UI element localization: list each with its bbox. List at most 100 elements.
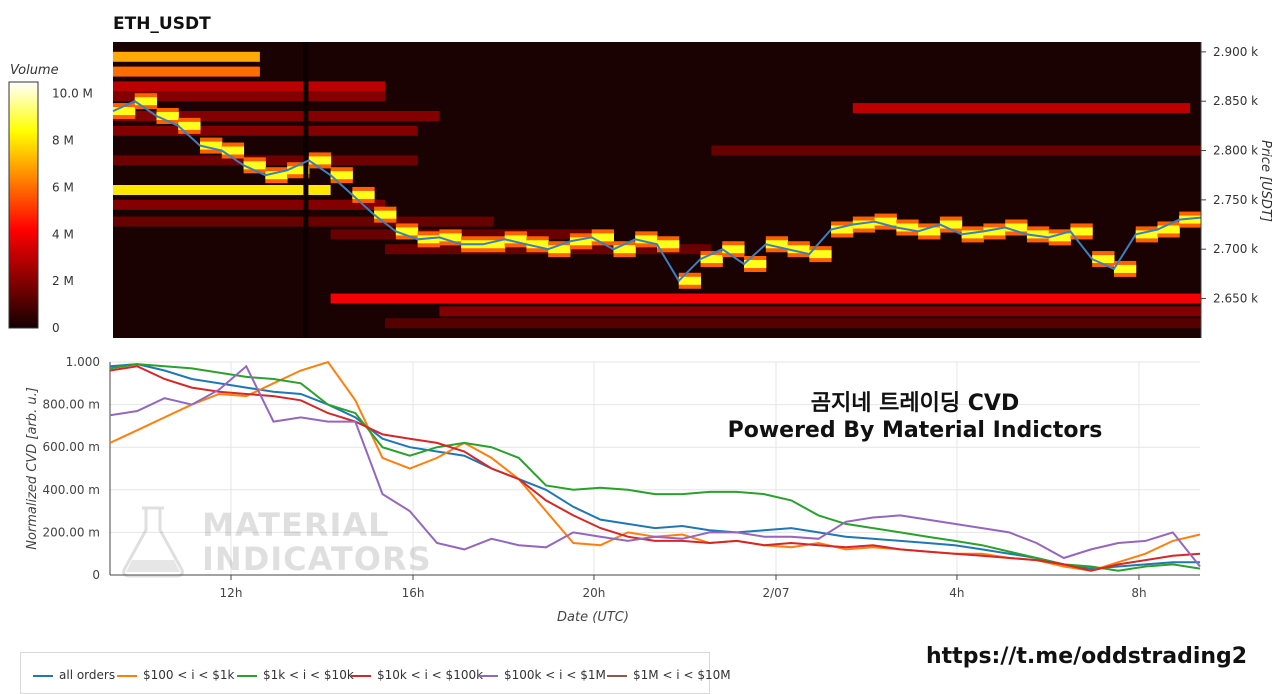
price-volume-core[interactable] bbox=[265, 171, 288, 180]
price-volume-core[interactable] bbox=[113, 107, 136, 116]
price-volume-core[interactable] bbox=[831, 225, 854, 234]
volume-band[interactable] bbox=[852, 103, 1191, 114]
y-tick-label: 200.00 m bbox=[43, 525, 101, 539]
price-volume-core[interactable] bbox=[1135, 230, 1158, 239]
price-volume-core[interactable] bbox=[526, 240, 549, 249]
price-volume-core[interactable] bbox=[374, 210, 397, 219]
colorbar-tick-label: 2 M bbox=[52, 274, 74, 288]
cvd-plot-area bbox=[110, 362, 1200, 575]
price-volume-core[interactable] bbox=[395, 227, 419, 236]
volume-band[interactable] bbox=[385, 318, 1201, 329]
volume-band[interactable] bbox=[330, 229, 603, 240]
x-tick-label: 12h bbox=[220, 586, 243, 600]
price-volume-core[interactable] bbox=[591, 233, 614, 242]
telegram-link[interactable]: https://t.me/oddstrading2 bbox=[926, 644, 1248, 669]
price-volume-core[interactable] bbox=[918, 227, 941, 236]
volume-band[interactable] bbox=[711, 145, 1201, 156]
y-tick-label: 400.00 m bbox=[43, 483, 101, 497]
volume-band[interactable] bbox=[113, 199, 385, 210]
price-volume-core[interactable] bbox=[939, 220, 963, 229]
price-volume-core[interactable] bbox=[700, 255, 723, 264]
price-tick-label: 2.850 k bbox=[1213, 94, 1258, 108]
legend-swatch bbox=[33, 674, 53, 677]
cvd-line-chart[interactable]: 0 200.00 m 400.00 m 600.00 m 800.00 m 1.000 12… bbox=[0, 0, 1280, 640]
series-line[interactable] bbox=[109, 363, 1201, 572]
legend-swatch bbox=[478, 674, 498, 677]
price-volume-core[interactable] bbox=[1092, 255, 1115, 264]
price-volume-core[interactable] bbox=[569, 237, 593, 246]
x-tick-label: 4h bbox=[949, 586, 964, 600]
price-volume-core[interactable] bbox=[1179, 215, 1202, 224]
price-volume-core[interactable] bbox=[178, 121, 201, 130]
volume-band[interactable] bbox=[113, 111, 440, 121]
price-volume-core[interactable] bbox=[787, 245, 810, 254]
legend-item[interactable]: $10k < i < $100k bbox=[351, 668, 483, 682]
price-tick-label: 2.750 k bbox=[1213, 193, 1258, 207]
colorbar-tick-label: 4 M bbox=[52, 227, 74, 241]
series-line[interactable] bbox=[109, 363, 1200, 570]
price-volume-core[interactable] bbox=[961, 230, 984, 239]
price-volume-core[interactable] bbox=[1026, 230, 1050, 239]
legend-swatch bbox=[237, 674, 257, 677]
legend-item[interactable]: $1M < i < $10M bbox=[607, 668, 731, 682]
legend-item[interactable]: $100 < i < $1k bbox=[117, 668, 234, 682]
price-volume-core[interactable] bbox=[200, 141, 223, 150]
price-volume-core[interactable] bbox=[657, 240, 680, 249]
series-line[interactable] bbox=[109, 364, 1201, 568]
price-volume-core[interactable] bbox=[874, 217, 897, 226]
series-line[interactable] bbox=[109, 365, 1201, 572]
price-volume-core[interactable] bbox=[156, 112, 179, 120]
price-volume-core[interactable] bbox=[983, 227, 1006, 236]
price-volume-core[interactable] bbox=[352, 190, 375, 199]
price-volume-core[interactable] bbox=[439, 233, 462, 242]
x-tick-label: 2/07 bbox=[763, 586, 790, 600]
price-volume-core[interactable] bbox=[417, 235, 440, 244]
price-volume-core[interactable] bbox=[744, 260, 767, 268]
price-volume-core[interactable] bbox=[504, 235, 527, 244]
heatmap-chart[interactable]: 2.900 k 2.850 k 2.800 k 2.750 k 2.700 k 2.650… bbox=[0, 0, 1280, 350]
price-volume-core[interactable] bbox=[896, 223, 919, 232]
chart-title: ETH_USDT bbox=[113, 14, 211, 34]
price-volume-core[interactable] bbox=[1070, 227, 1093, 236]
volume-band[interactable] bbox=[113, 66, 260, 77]
price-volume-core[interactable] bbox=[635, 235, 658, 244]
price-volume-core[interactable] bbox=[548, 245, 571, 254]
legend-item[interactable]: $100k < i < $1M bbox=[478, 668, 606, 682]
price-volume-core[interactable] bbox=[221, 146, 245, 155]
price-volume-core[interactable] bbox=[809, 250, 832, 259]
legend-swatch bbox=[607, 674, 627, 677]
price-volume-core[interactable] bbox=[243, 161, 266, 170]
volume-band[interactable] bbox=[113, 81, 385, 92]
legend-swatch bbox=[351, 674, 371, 677]
price-volume-core[interactable] bbox=[613, 245, 636, 254]
volume-band[interactable] bbox=[113, 91, 385, 102]
colorbar-tick-label: 8 M bbox=[52, 134, 74, 148]
price-volume-core[interactable] bbox=[765, 240, 789, 249]
y-axis-label: Normalized CVD [arb. u.] bbox=[25, 387, 40, 550]
price-volume-core[interactable] bbox=[287, 166, 310, 175]
price-volume-core[interactable] bbox=[1157, 225, 1180, 234]
volume-band[interactable] bbox=[113, 125, 418, 136]
volume-band[interactable] bbox=[113, 51, 260, 62]
price-volume-core[interactable] bbox=[330, 171, 353, 180]
x-tick-label: 16h bbox=[402, 586, 425, 600]
price-volume-core[interactable] bbox=[134, 97, 158, 106]
volume-band[interactable] bbox=[113, 185, 331, 195]
volume-band[interactable] bbox=[330, 293, 1202, 304]
legend: all orders $100 < i < $1k $1k < i < $10k $1… bbox=[20, 652, 731, 694]
price-volume-core[interactable] bbox=[722, 245, 745, 254]
legend-item[interactable]: all orders bbox=[33, 668, 115, 682]
price-volume-core[interactable] bbox=[308, 156, 332, 165]
price-volume-core[interactable] bbox=[852, 220, 876, 229]
watermark-line2: INDICATORS bbox=[202, 540, 432, 578]
price-line[interactable] bbox=[112, 100, 1202, 283]
legend-label: $100k < i < $1M bbox=[504, 668, 606, 682]
watermark: MATERIAL INDICATORS bbox=[112, 500, 431, 580]
price-volume-core[interactable] bbox=[1048, 233, 1071, 242]
volume-band[interactable] bbox=[439, 306, 1201, 317]
price-volume-core[interactable] bbox=[482, 240, 506, 249]
price-volume-core[interactable] bbox=[678, 276, 702, 285]
price-volume-core[interactable] bbox=[1113, 264, 1137, 273]
legend-item[interactable]: $1k < i < $10k bbox=[237, 668, 354, 682]
price-volume-core[interactable] bbox=[1005, 223, 1028, 232]
